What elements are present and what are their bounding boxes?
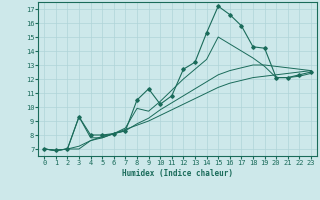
X-axis label: Humidex (Indice chaleur): Humidex (Indice chaleur) [122,169,233,178]
